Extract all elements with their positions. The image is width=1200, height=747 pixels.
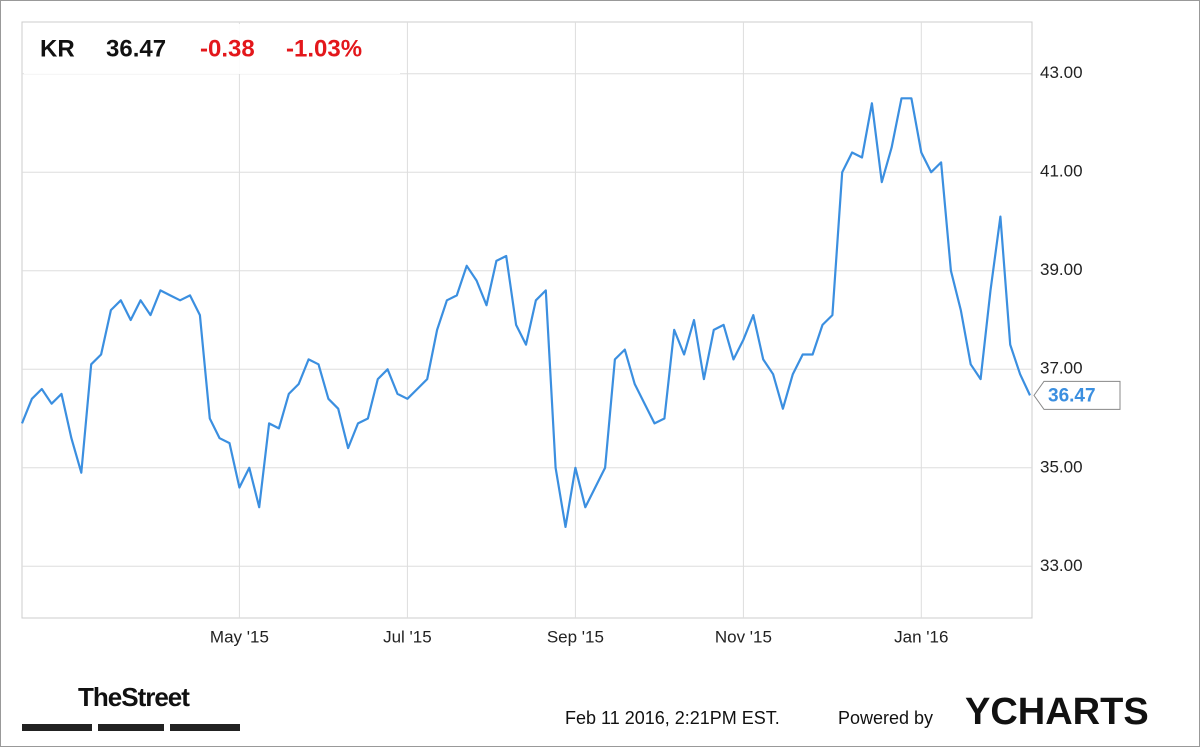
y-tick-label: 39.00 bbox=[1040, 260, 1083, 279]
last-value-box bbox=[1033, 380, 1121, 410]
y-tick-label: 37.00 bbox=[1040, 359, 1083, 378]
plot-area bbox=[21, 21, 1033, 619]
change: -0.38 bbox=[200, 35, 255, 62]
y-tick-label: 33.00 bbox=[1040, 556, 1083, 575]
brand: TheStreet bbox=[78, 682, 190, 712]
last-value-label: 36.47 bbox=[1048, 385, 1096, 406]
logo: YCHARTS bbox=[965, 691, 1149, 733]
timestamp: Feb 11 2016, 2:21PM EST. bbox=[565, 708, 780, 728]
price-line bbox=[20, 97, 1031, 528]
header-bg bbox=[24, 24, 400, 74]
x-tick-label: May '15 bbox=[210, 627, 269, 646]
ticker: KR bbox=[40, 35, 75, 62]
brand-bar bbox=[22, 724, 92, 731]
grid bbox=[22, 22, 1032, 618]
y-tick-label: 43.00 bbox=[1040, 63, 1083, 82]
x-tick-label: Nov '15 bbox=[715, 627, 772, 646]
x-tick-label: Sep '15 bbox=[547, 627, 604, 646]
price: 36.47 bbox=[106, 35, 166, 62]
x-tick-label: Jul '15 bbox=[383, 627, 432, 646]
change-pct: -1.03% bbox=[286, 35, 362, 62]
series bbox=[20, 97, 1031, 528]
brand-bar bbox=[170, 724, 240, 731]
x-tick-label: Jan '16 bbox=[894, 627, 948, 646]
brand-bar bbox=[98, 724, 164, 731]
powered-by: Powered by bbox=[838, 708, 933, 728]
y-tick-label: 41.00 bbox=[1040, 162, 1083, 181]
y-tick-label: 35.00 bbox=[1040, 457, 1083, 476]
